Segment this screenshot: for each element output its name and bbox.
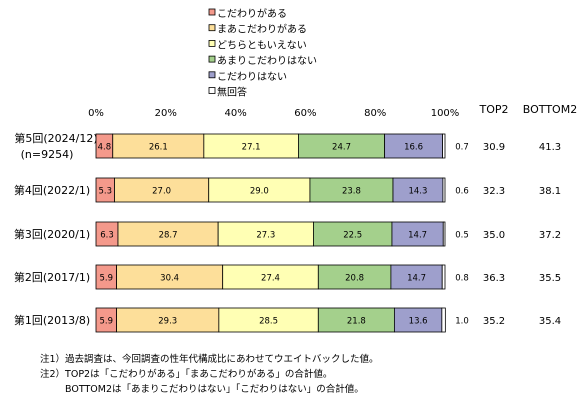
bar-segment <box>298 133 386 159</box>
legend-label: まあこだわりがある <box>217 23 307 36</box>
bar-value-label: 28.7 <box>159 231 178 241</box>
bottom2-value: 41.3 <box>539 142 561 153</box>
bottom2-value: 35.4 <box>539 316 561 327</box>
bar-value-label: 30.4 <box>160 274 179 284</box>
legend: こだわりがあるまあこだわりがあるどちらともいえないあまりこだわりはないこだわりは… <box>208 7 317 99</box>
bottom2-value: 37.2 <box>539 230 561 241</box>
bar-segment <box>442 133 446 159</box>
legend-swatch <box>208 8 216 16</box>
bar-segment <box>442 177 446 203</box>
top2-value: 36.3 <box>483 273 505 284</box>
top2-value: 35.2 <box>483 316 505 327</box>
bar-segment <box>116 307 220 333</box>
bar-value-label: 4.8 <box>98 143 112 153</box>
bar-value-label: 28.5 <box>259 317 278 327</box>
bar-segment <box>112 133 205 159</box>
bar-segment <box>218 307 319 333</box>
row-label: 第4回(2022/1) <box>14 183 90 197</box>
bar-value-label: 14.7 <box>408 231 427 241</box>
bar-value-label: 29.3 <box>158 317 177 327</box>
legend-label: こだわりがある <box>217 7 287 20</box>
legend-swatch <box>208 55 216 63</box>
row-label: 第2回(2017/1) <box>14 270 90 284</box>
bottom2-value: 38.1 <box>539 186 561 197</box>
bottom2-header: BOTTOM2 <box>523 103 577 116</box>
bar-value-label: 16.6 <box>404 143 423 153</box>
bar-rows: 第5回(2024/12) (n=9254) 4.8 26.1 27.1 24.7 16.6 0… <box>14 131 561 333</box>
no-answer-value: 1.0 <box>455 317 469 327</box>
top2-value: 30.9 <box>483 142 505 153</box>
legend-swatch <box>208 87 216 94</box>
bar-segment <box>441 264 446 290</box>
bar-segment <box>217 221 314 247</box>
legend-swatch <box>208 40 216 47</box>
bar-value-label: 5.3 <box>98 187 112 197</box>
bar-segment <box>390 264 443 290</box>
row-sublabel: (n=9254) <box>21 148 74 161</box>
legend-label: あまりこだわりはない <box>217 55 317 67</box>
bar-value-label: 24.7 <box>332 143 351 153</box>
bar-value-label: 14.3 <box>408 187 427 197</box>
stacked-bar-chart: こだわりがあるまあこだわりがあるどちらともいえないあまりこだわりはないこだわりは… <box>14 7 577 333</box>
bar-segment <box>393 307 443 333</box>
bar-segment <box>117 221 219 247</box>
x-tick-label: 60% <box>294 108 316 119</box>
row-label: 第1回(2013/8) <box>14 313 90 327</box>
bar-value-label: 21.8 <box>347 317 366 327</box>
bar-segment <box>114 177 210 203</box>
bar-value-label: 27.1 <box>242 143 261 153</box>
bar-value-label: 5.9 <box>100 274 114 284</box>
x-tick-label: 0% <box>88 108 104 119</box>
bar-value-label: 13.6 <box>409 317 428 327</box>
bar-value-label: 26.1 <box>149 143 168 153</box>
bar-segment <box>116 264 224 290</box>
bar-segment <box>208 177 311 203</box>
top2-header: TOP2 <box>478 103 508 116</box>
bar-segment <box>317 307 395 333</box>
row-label: 第5回(2024/12) <box>14 131 97 145</box>
legend-swatch <box>208 24 216 32</box>
x-axis: 0% 20% 40% 60% 80% 100% <box>88 108 459 119</box>
no-answer-value: 0.5 <box>455 231 469 241</box>
bar-value-label: 6.3 <box>100 231 114 241</box>
bar-value-label: 20.8 <box>345 274 364 284</box>
note-1: 注1）過去調査は、今回調査の性年代構成比にあわせてウエイトバックした値。 <box>40 354 379 365</box>
no-answer-value: 0.8 <box>455 274 469 284</box>
bar-value-label: 27.4 <box>261 274 280 284</box>
bar-segment <box>222 264 319 290</box>
bar-value-label: 14.7 <box>407 274 426 284</box>
summary-headers: TOP2 BOTTOM2 <box>478 103 577 116</box>
bar-segment <box>384 133 443 159</box>
x-tick-label: 80% <box>364 108 386 119</box>
row-label: 第3回(2020/1) <box>14 227 90 241</box>
bar-value-label: 23.8 <box>342 187 361 197</box>
bar-value-label: 29.0 <box>250 187 269 197</box>
bar-segment <box>309 177 394 203</box>
bar-segment <box>442 221 446 247</box>
no-answer-value: 0.7 <box>455 143 469 153</box>
legend-label: どちらともいえない <box>217 39 307 51</box>
legend-swatch <box>208 71 216 79</box>
x-tick-label: 20% <box>155 108 177 119</box>
bottom2-value: 35.5 <box>539 273 561 284</box>
bar-segment <box>441 307 446 333</box>
footnotes: 注1）過去調査は、今回調査の性年代構成比にあわせてウエイトバックした値。 注2）… <box>40 352 379 397</box>
bar-segment <box>392 177 444 203</box>
bar-value-label: 27.3 <box>256 231 275 241</box>
note-3: BOTTOM2は「あまりこだわりはない」「こだわりはない」の合計値。 <box>65 384 364 395</box>
legend-label: こだわりはない <box>217 71 287 83</box>
bar-value-label: 27.0 <box>152 187 171 197</box>
bar-value-label: 5.9 <box>100 317 114 327</box>
bar-segment <box>317 264 392 290</box>
x-tick-label: 100% <box>431 108 460 119</box>
bar-segment <box>203 133 299 159</box>
bar-value-label: 22.5 <box>343 231 362 241</box>
bar-segment <box>313 221 393 247</box>
note-2: 注2）TOP2は「こだわりがある」「まあこだわりがある」の合計値。 <box>40 369 333 380</box>
legend-label: 無回答 <box>217 86 247 99</box>
no-answer-value: 0.6 <box>455 187 469 197</box>
x-tick-label: 40% <box>224 108 246 119</box>
top2-value: 35.0 <box>483 230 505 241</box>
top2-value: 32.3 <box>483 186 505 197</box>
